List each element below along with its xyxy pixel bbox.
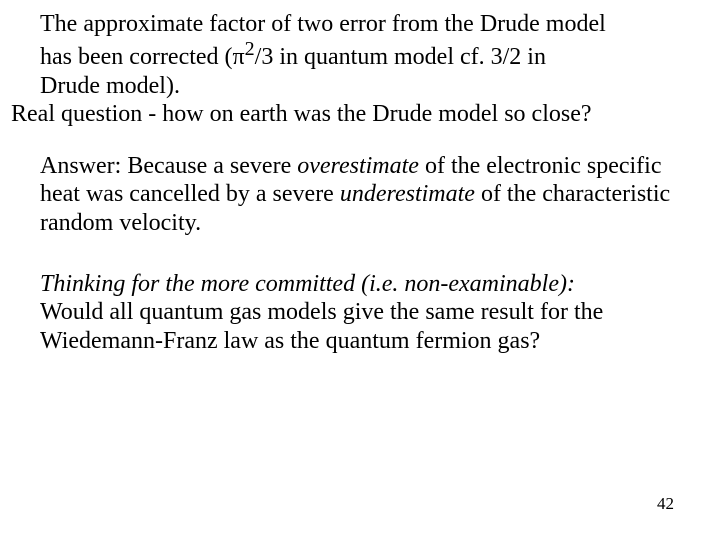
p3-heading: Thinking for the more committed (i.e. no… — [40, 271, 575, 297]
paragraph-drude-error: The approximate factor of two error from… — [40, 10, 688, 128]
p1-line4: Real question - how on earth was the Dru… — [40, 100, 688, 128]
p2-overestimate: overestimate — [297, 153, 419, 179]
p1-line2a: has been corrected (π — [40, 44, 245, 70]
p1-superscript: 2 — [245, 38, 255, 60]
p3-body: Would all quantum gas models give the sa… — [40, 299, 603, 353]
paragraph-thinking: Thinking for the more committed (i.e. no… — [40, 270, 680, 355]
p2-underestimate: underestimate — [340, 181, 475, 207]
paragraph-answer: Answer: Because a severe overestimate of… — [40, 152, 680, 237]
page-number: 42 — [657, 494, 674, 514]
slide: The approximate factor of two error from… — [0, 0, 720, 540]
p1-line3: Drude model). — [40, 73, 180, 99]
p1-line1: The approximate factor of two error from… — [40, 11, 606, 37]
p2-lead: Answer: Because a severe — [40, 153, 297, 179]
p1-line2b: /3 in quantum model cf. 3/2 in — [255, 44, 546, 70]
